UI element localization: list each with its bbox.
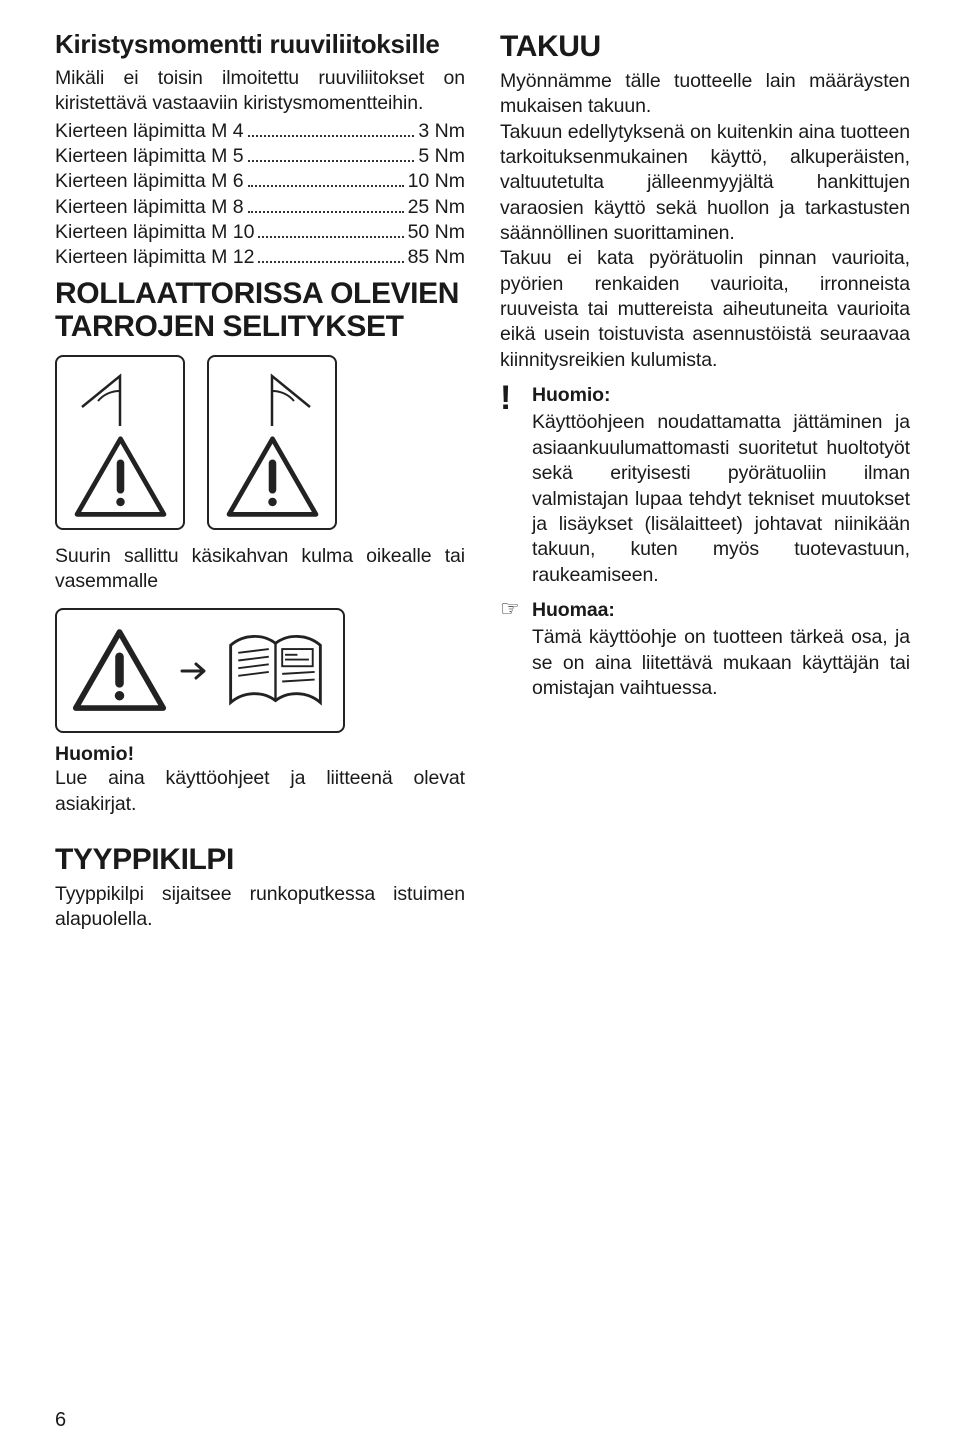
torque-row: Kierteen läpimitta M 5 5 Nm: [55, 144, 465, 169]
exclamation-icon: !: [500, 383, 522, 588]
typeplate-text: Tyyppikilpi sijaitsee runkoputkessa istu…: [55, 882, 465, 933]
page-number: 6: [55, 1409, 66, 1432]
torque-row: Kierteen läpimitta M 8 25 Nm: [55, 195, 465, 220]
torque-row: Kierteen läpimitta M 12 85 Nm: [55, 245, 465, 270]
right-column: TAKUU Myönnämme tälle tuotteelle lain mä…: [500, 30, 910, 933]
torque-value: 3 Nm: [418, 119, 465, 144]
torque-label: Kierteen läpimitta M 4: [55, 119, 244, 144]
torque-row: Kierteen läpimitta M 10 50 Nm: [55, 220, 465, 245]
pointing-hand-icon: ☞: [500, 598, 522, 701]
heading-labels: ROLLAATTORISSA OLEVIEN TARROJEN SELITYKS…: [55, 277, 465, 343]
notice-huomaa: ☞ Huomaa: Tämä käyttöohje on tuotteen tä…: [500, 598, 910, 701]
heading-torque: Kiristysmomentti ruuviliitoksille: [55, 30, 465, 60]
arrow-right-icon: [180, 661, 210, 681]
open-book-icon: [223, 627, 328, 715]
warranty-p3: Takuu ei kata pyörätuolin pinnan vaurioi…: [500, 246, 910, 373]
notice-title: Huomaa:: [532, 598, 910, 623]
angle-right-icon: [207, 355, 337, 530]
heading-typeplate: TYYPPIKILPI: [55, 843, 465, 876]
left-column: Kiristysmomentti ruuviliitoksille Mikäli…: [55, 30, 465, 933]
torque-list: Kierteen läpimitta M 4 3 Nm Kierteen läp…: [55, 119, 465, 271]
torque-intro: Mikäli ei toisin ilmoitettu ruuviliitoks…: [55, 66, 465, 117]
warning-triangle-icon: [225, 435, 320, 520]
warning-triangle-icon: [73, 435, 168, 520]
notice-huomio: ! Huomio: Käyttöohjeen noudattamatta jät…: [500, 383, 910, 588]
huomio-text: Lue aina käyttöohjeet ja liitteenä oleva…: [55, 766, 465, 817]
angle-icons-row: [55, 355, 465, 530]
dots: [248, 119, 415, 137]
warning-triangle-icon: [72, 627, 167, 715]
huomio-label: Huomio!: [55, 743, 465, 766]
warranty-p2: Takuun edellytyksenä on kuitenkin aina t…: [500, 120, 910, 247]
torque-row: Kierteen läpimitta M 6 10 Nm: [55, 169, 465, 194]
angle-left-icon: [55, 355, 185, 530]
heading-warranty: TAKUU: [500, 30, 910, 63]
notice-text: Käyttöohjeen noudattamatta jättäminen ja…: [532, 411, 910, 585]
torque-row: Kierteen läpimitta M 4 3 Nm: [55, 119, 465, 144]
angle-caption: Suurin sallittu käsikahvan kulma oikeall…: [55, 544, 465, 595]
notice-text: Tämä käyttöohje on tuotteen tärkeä osa, …: [532, 626, 910, 699]
notice-title: Huomio:: [532, 383, 910, 408]
warranty-p1: Myönnämme tälle tuotteelle lain määräyst…: [500, 69, 910, 120]
read-manual-icon: [55, 608, 345, 733]
